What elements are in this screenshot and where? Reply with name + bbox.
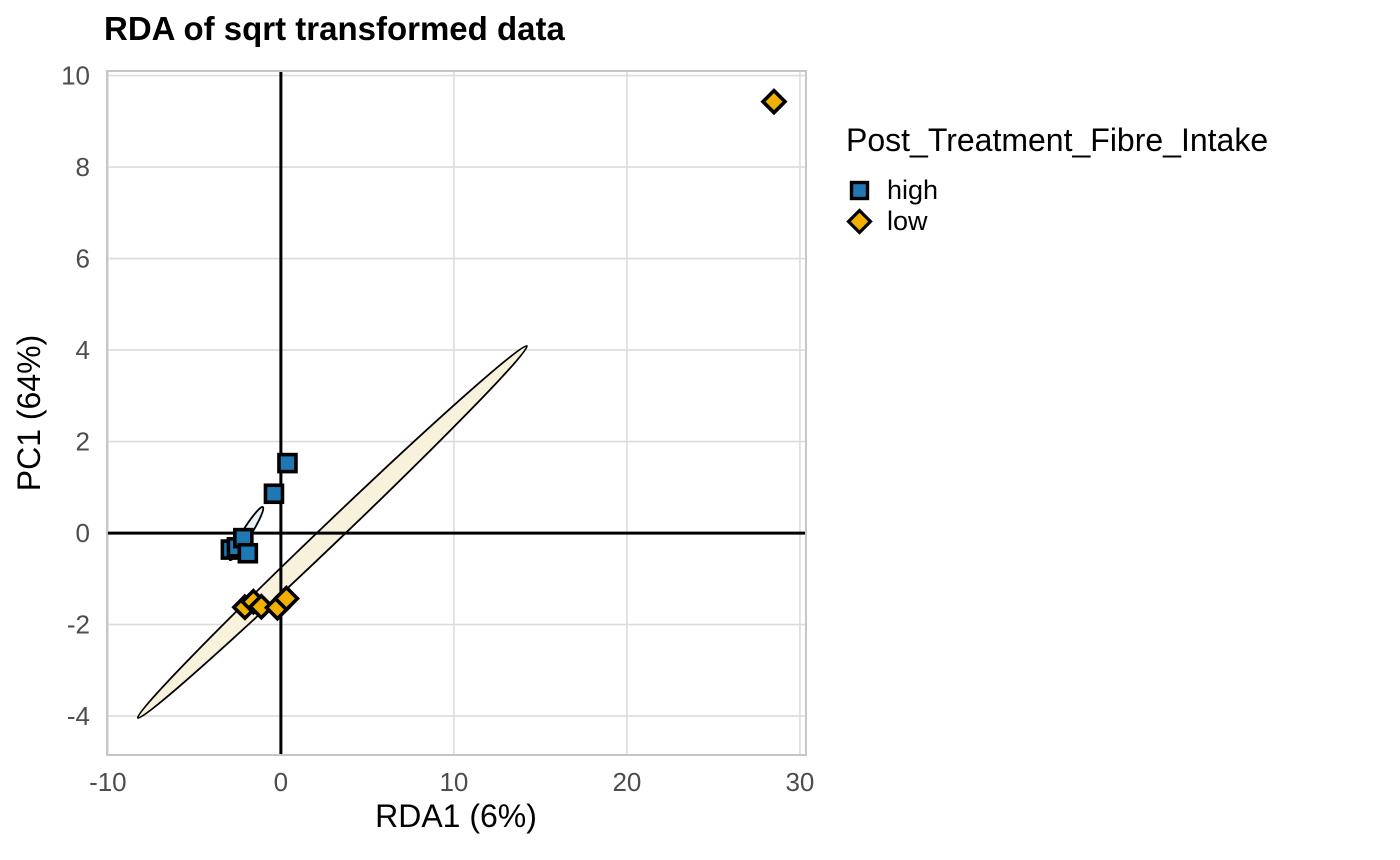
legend-label-low: low xyxy=(887,206,928,236)
y-tick-label: -2 xyxy=(67,610,90,640)
y-tick-label: 0 xyxy=(76,518,90,548)
legend: Post_Treatment_Fibre_Intake high low xyxy=(846,122,1268,237)
legend-item-high: high xyxy=(846,175,1268,206)
y-tick-label: 6 xyxy=(76,244,90,274)
diamond-icon xyxy=(846,208,873,235)
legend-title: Post_Treatment_Fibre_Intake xyxy=(846,122,1269,158)
data-point-high xyxy=(263,483,285,505)
x-tick-label: 10 xyxy=(439,767,468,797)
y-tick-labels: -4 -2 0 2 4 6 8 10 xyxy=(61,61,90,732)
legend-label-high: high xyxy=(887,175,939,205)
x-tick-label: 30 xyxy=(785,767,814,797)
y-axis-title: PC1 (64%) xyxy=(11,335,47,492)
data-point-low xyxy=(272,584,300,613)
square-icon xyxy=(849,180,870,201)
y-tick-label: -4 xyxy=(67,701,90,731)
y-tick-label: 2 xyxy=(76,427,90,457)
data-point-high xyxy=(277,452,298,474)
x-axis-title: RDA1 (6%) xyxy=(375,798,537,834)
y-tick-label: 4 xyxy=(76,335,90,365)
y-tick-label: 8 xyxy=(76,152,90,182)
data-points xyxy=(220,88,788,622)
panel-border xyxy=(106,70,807,756)
axis-reference-lines xyxy=(107,71,806,755)
x-tick-label: 20 xyxy=(612,767,641,797)
x-tick-label: 0 xyxy=(274,767,288,797)
chart-title: RDA of sqrt transformed data xyxy=(104,10,565,47)
data-point-high xyxy=(237,542,259,564)
data-point-low xyxy=(760,88,788,116)
legend-item-low: low xyxy=(846,206,1268,237)
x-tick-labels: -10 0 10 20 30 xyxy=(89,767,814,797)
y-tick-label: 10 xyxy=(61,61,90,91)
x-tick-label: -10 xyxy=(89,767,127,797)
